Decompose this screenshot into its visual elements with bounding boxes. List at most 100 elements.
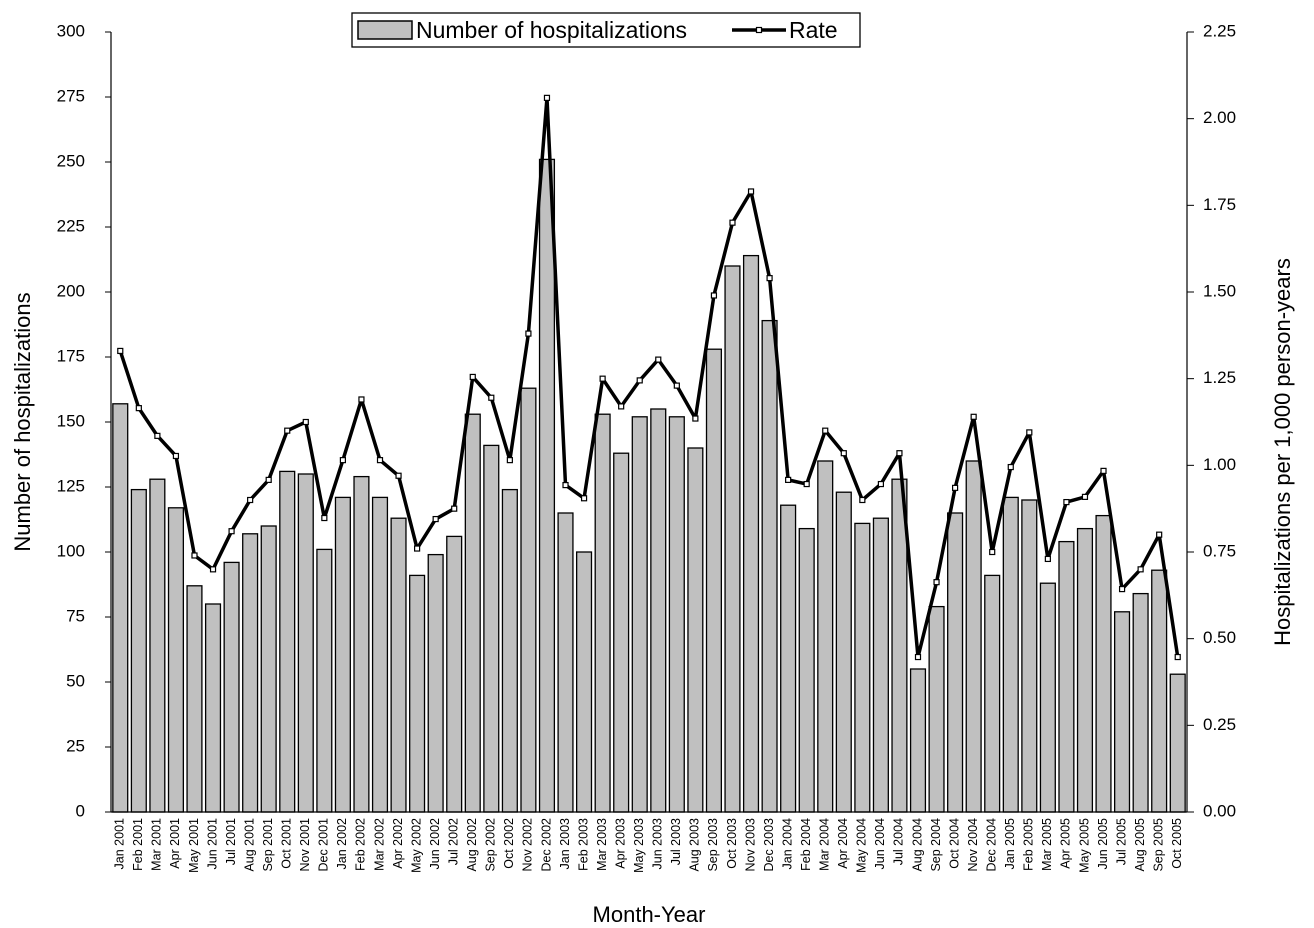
legend: Number of hospitalizations Rate xyxy=(351,12,861,48)
rate-marker xyxy=(265,476,272,483)
bar xyxy=(1151,569,1168,813)
rate-marker xyxy=(488,394,495,401)
rate-marker xyxy=(877,480,884,488)
rate-marker xyxy=(952,484,959,491)
bar xyxy=(650,408,667,813)
y2-tick-label: 0.00 xyxy=(1203,801,1236,820)
rate-marker xyxy=(525,330,532,337)
rate-marker xyxy=(729,219,736,226)
rate-marker xyxy=(599,375,606,382)
rate-marker xyxy=(1007,463,1014,471)
x-tick-label: Mar 2004 xyxy=(818,818,832,871)
rate-marker xyxy=(562,481,569,489)
y-tick-label: 250 xyxy=(57,151,85,170)
y2-tick-label: 2.00 xyxy=(1203,108,1236,127)
y2-tick-label: 1.75 xyxy=(1203,195,1236,214)
bar xyxy=(613,452,630,813)
legend-label: Number of hospitalizations xyxy=(416,17,687,43)
rate-marker xyxy=(859,496,866,504)
bar xyxy=(316,548,333,813)
y-tick-label: 75 xyxy=(66,606,85,625)
x-tick-label: Nov 2001 xyxy=(298,818,312,872)
rate-marker xyxy=(692,415,699,422)
x-tick-label: Nov 2003 xyxy=(743,818,757,872)
x-tick-label: Mar 2002 xyxy=(372,818,386,871)
rate-marker xyxy=(543,94,551,101)
x-tick-label: Feb 2002 xyxy=(354,818,368,871)
bar xyxy=(798,527,815,813)
bar xyxy=(167,507,185,813)
bar xyxy=(780,504,797,813)
rate-marker xyxy=(154,432,161,439)
x-tick-label: Dec 2002 xyxy=(539,818,553,872)
legend-marker xyxy=(755,26,763,34)
x-tick-label: Apr 2004 xyxy=(836,818,850,869)
y2-tick-label: 2.25 xyxy=(1203,21,1236,40)
bar xyxy=(204,603,222,813)
x-tick-label: Jan 2003 xyxy=(558,818,572,869)
x-tick-label: Dec 2001 xyxy=(317,818,331,872)
x-tick-label: Jun 2004 xyxy=(873,818,887,869)
bar xyxy=(705,348,723,813)
x-tick-label: Mar 2001 xyxy=(150,818,164,871)
bar xyxy=(1002,496,1019,813)
rate-marker xyxy=(172,452,180,460)
x-axis-title: Month-Year xyxy=(593,902,706,927)
rate-marker xyxy=(655,356,662,363)
bar xyxy=(668,416,685,813)
rate-marker xyxy=(673,382,680,389)
rate-marker xyxy=(896,450,903,457)
bar xyxy=(1132,592,1149,813)
x-tick-label: Jul 2003 xyxy=(669,818,683,865)
bar xyxy=(112,403,129,813)
bar xyxy=(501,488,518,813)
bar xyxy=(483,444,500,813)
y2-tick-label: 1.00 xyxy=(1203,455,1236,474)
x-tick-label: Jan 2002 xyxy=(335,818,349,869)
bar xyxy=(427,553,444,813)
bar xyxy=(260,525,277,813)
rate-marker xyxy=(1063,498,1070,506)
x-tick-label: Oct 2005 xyxy=(1170,818,1184,869)
y2-tick-label: 0.25 xyxy=(1203,715,1236,734)
rate-marker xyxy=(469,373,476,381)
rate-marker xyxy=(636,377,643,384)
bar xyxy=(687,447,704,813)
y-tick-label: 50 xyxy=(66,671,85,690)
rate-marker xyxy=(618,403,625,410)
rate-marker xyxy=(376,457,384,464)
x-tick-label: Dec 2004 xyxy=(985,818,999,872)
x-tick-label: Nov 2002 xyxy=(521,818,535,872)
rate-marker xyxy=(302,418,309,426)
y-tick-label: 25 xyxy=(66,736,85,755)
bar xyxy=(223,561,240,813)
rate-marker xyxy=(840,450,847,457)
y-tick-label: 175 xyxy=(57,346,85,365)
x-tick-label: Jul 2001 xyxy=(224,818,238,865)
bar xyxy=(724,265,741,813)
bar xyxy=(186,585,203,813)
legend-label: Rate xyxy=(789,17,838,43)
x-tick-label: Jul 2005 xyxy=(1114,818,1128,865)
rate-marker xyxy=(1118,585,1126,593)
y-axis-title: Number of hospitalizations xyxy=(10,292,35,551)
y2-tick-label: 0.50 xyxy=(1203,628,1236,647)
x-tick-label: May 2002 xyxy=(409,818,423,873)
x-tick-label: Dec 2003 xyxy=(762,818,776,872)
bar xyxy=(353,475,370,813)
rate-marker xyxy=(117,347,124,355)
rate-marker xyxy=(580,495,588,502)
rate-marker xyxy=(191,552,198,559)
y-tick-label: 200 xyxy=(57,281,85,300)
x-tick-label: Feb 2005 xyxy=(1022,818,1036,871)
bar xyxy=(594,413,611,813)
rate-marker xyxy=(747,188,755,195)
x-tick-label: Jul 2002 xyxy=(447,818,461,865)
bar xyxy=(409,574,426,813)
bar xyxy=(1095,514,1112,813)
rate-marker xyxy=(710,292,718,299)
bar xyxy=(965,460,982,813)
x-tick-label: Aug 2002 xyxy=(465,818,479,872)
legend-swatch xyxy=(357,20,413,40)
